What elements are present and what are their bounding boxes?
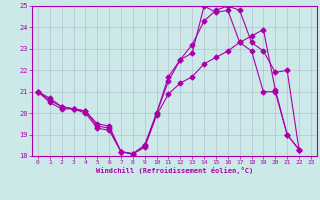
X-axis label: Windchill (Refroidissement éolien,°C): Windchill (Refroidissement éolien,°C)	[96, 167, 253, 174]
